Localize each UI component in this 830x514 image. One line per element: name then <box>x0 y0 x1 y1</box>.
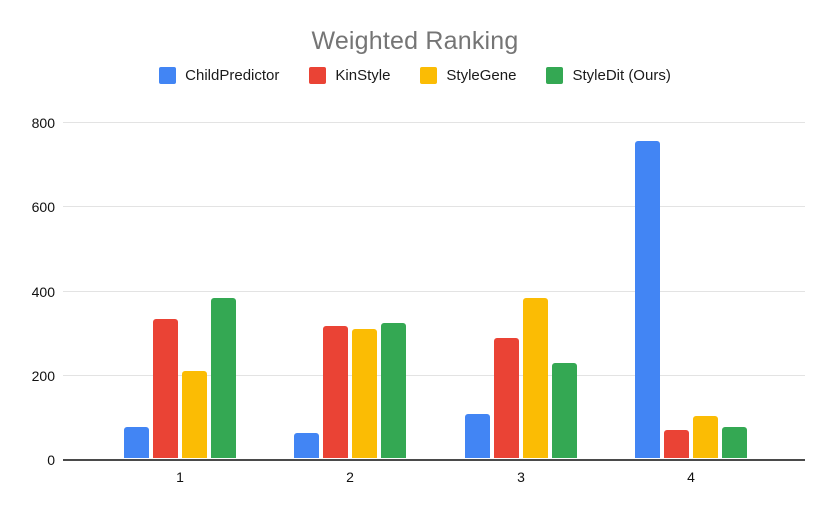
legend-item: StyleGene <box>420 67 516 84</box>
bar <box>664 430 689 458</box>
gridline <box>63 206 805 208</box>
bar <box>635 140 660 458</box>
legend-label: StyleGene <box>446 67 517 84</box>
gridline <box>63 290 805 292</box>
legend-swatch-icon <box>546 67 564 84</box>
bar <box>381 323 406 458</box>
x-axis-tick-label: 2 <box>346 469 354 485</box>
bar-group <box>465 123 577 458</box>
legend-swatch-icon <box>420 67 438 84</box>
y-axis-tick-label: 600 <box>31 199 55 216</box>
bar <box>465 414 490 458</box>
legend-label: StyleDit (Ours) <box>572 67 671 84</box>
y-axis: 0 200 400 600 800 <box>0 116 55 467</box>
legend-label: ChildPredictor <box>185 67 280 84</box>
bar-group <box>635 123 747 458</box>
x-axis-tick-label: 1 <box>176 469 184 485</box>
gridline <box>63 374 805 376</box>
bar-group <box>294 123 406 458</box>
chart-title: Weighted Ranking <box>311 27 519 55</box>
plot-area: 1 2 3 4 <box>63 122 805 485</box>
bar <box>323 326 348 458</box>
y-axis-tick-label: 400 <box>31 283 55 300</box>
bar <box>352 328 377 458</box>
bar <box>294 432 319 458</box>
bar <box>211 298 236 458</box>
bar <box>124 426 149 458</box>
x-axis-tick-label: 3 <box>517 469 525 485</box>
legend-swatch-icon <box>159 67 177 84</box>
legend: ChildPredictor KinStyle StyleGene StyleDit … <box>0 67 830 84</box>
x-axis-baseline <box>63 459 805 461</box>
legend-label: KinStyle <box>335 67 391 84</box>
legend-item: KinStyle <box>309 67 390 84</box>
bar <box>523 298 548 458</box>
legend-item: ChildPredictor <box>159 67 279 84</box>
legend-swatch-icon <box>309 67 327 84</box>
bar-group <box>124 123 236 458</box>
y-axis-tick-label: 0 <box>47 452 55 468</box>
y-axis-tick-label: 200 <box>31 367 55 384</box>
bar <box>693 416 718 458</box>
bar <box>182 371 207 458</box>
bar <box>722 427 747 458</box>
bar <box>494 337 519 458</box>
x-axis-tick-label: 4 <box>687 469 695 485</box>
gridline <box>63 122 805 123</box>
legend-item: StyleDit (Ours) <box>546 67 671 84</box>
bar <box>552 362 577 458</box>
bar <box>153 318 178 458</box>
y-axis-tick-label: 800 <box>31 115 55 131</box>
